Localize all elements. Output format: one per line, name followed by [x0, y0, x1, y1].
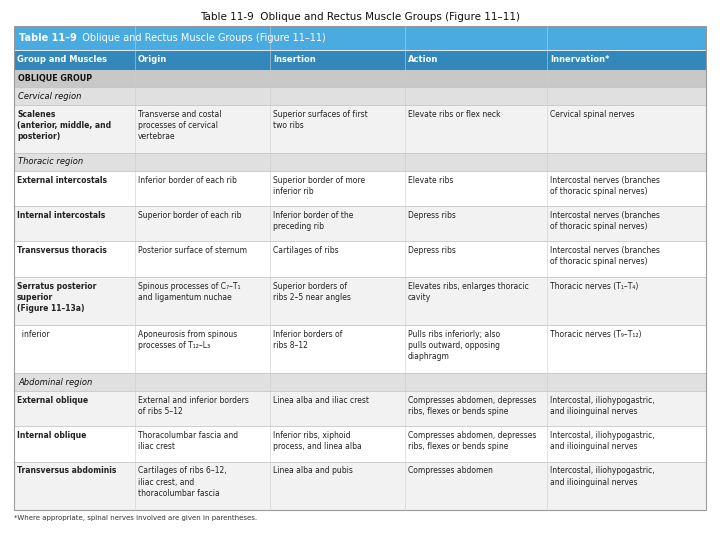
Text: Superior border of more
inferior rib: Superior border of more inferior rib: [273, 176, 365, 195]
Bar: [14, 462, 706, 510]
Text: Depress ribs: Depress ribs: [408, 246, 456, 255]
Text: Internal oblique: Internal oblique: [17, 431, 86, 440]
Text: Cervical spinal nerves: Cervical spinal nerves: [550, 110, 634, 119]
Bar: [14, 241, 706, 277]
Text: Inferior borders of
ribs 8–12: Inferior borders of ribs 8–12: [273, 330, 343, 350]
Text: Aponeurosis from spinous
processes of T₁₂–L₃: Aponeurosis from spinous processes of T₁…: [138, 330, 238, 350]
Text: inferior: inferior: [17, 330, 50, 339]
Text: Intercostal nerves (branches
of thoracic spinal nerves): Intercostal nerves (branches of thoracic…: [550, 211, 660, 231]
Text: OBLIQUE GROUP: OBLIQUE GROUP: [18, 74, 92, 83]
Text: Superior surfaces of first
two ribs: Superior surfaces of first two ribs: [273, 110, 368, 130]
Text: Intercostal nerves (branches
of thoracic spinal nerves): Intercostal nerves (branches of thoracic…: [550, 246, 660, 266]
Text: Intercostal nerves (branches
of thoracic spinal nerves): Intercostal nerves (branches of thoracic…: [550, 176, 660, 195]
Text: Cartilages of ribs 6–12,
iliac crest, and
thoracolumbar fascia: Cartilages of ribs 6–12, iliac crest, an…: [138, 467, 227, 498]
Text: Transversus thoracis: Transversus thoracis: [17, 246, 107, 255]
Bar: [14, 87, 706, 105]
Text: Intercostal, iliohypogastric,
and ilioinguinal nerves: Intercostal, iliohypogastric, and ilioin…: [550, 431, 654, 451]
Text: Linea alba and pubis: Linea alba and pubis: [273, 467, 353, 476]
Text: Compresses abdomen, depresses
ribs, flexes or bends spine: Compresses abdomen, depresses ribs, flex…: [408, 396, 536, 416]
Text: *Where appropriate, spinal nerves involved are given in parentheses.: *Where appropriate, spinal nerves involv…: [14, 515, 257, 521]
Bar: [14, 153, 706, 171]
Text: Action: Action: [408, 56, 438, 64]
Bar: [14, 206, 706, 241]
Bar: [14, 70, 706, 87]
Bar: [14, 26, 706, 50]
Text: Superior borders of
ribs 2–5 near angles: Superior borders of ribs 2–5 near angles: [273, 281, 351, 302]
Text: Transverse and costal
processes of cervical
vertebrae: Transverse and costal processes of cervi…: [138, 110, 222, 141]
Text: Depress ribs: Depress ribs: [408, 211, 456, 220]
Text: Pulls ribs inferiorly; also
pulls outward, opposing
diaphragm: Pulls ribs inferiorly; also pulls outwar…: [408, 330, 500, 361]
Text: Transversus abdominis: Transversus abdominis: [17, 467, 117, 476]
Text: Internal intercostals: Internal intercostals: [17, 211, 105, 220]
Text: Spinous processes of C₇–T₁
and ligamentum nuchae: Spinous processes of C₇–T₁ and ligamentu…: [138, 281, 240, 302]
Text: Thoracic nerves (T₉–T₁₂): Thoracic nerves (T₉–T₁₂): [550, 330, 642, 339]
Text: Scalenes
(anterior, middle, and
posterior): Scalenes (anterior, middle, and posterio…: [17, 110, 111, 141]
Text: External and inferior borders
of ribs 5–12: External and inferior borders of ribs 5–…: [138, 396, 249, 416]
Bar: [14, 26, 706, 510]
Text: Intercostal, iliohypogastric,
and ilioinguinal nerves: Intercostal, iliohypogastric, and ilioin…: [550, 467, 654, 487]
Text: Serratus posterior
superior
(Figure 11–13a): Serratus posterior superior (Figure 11–1…: [17, 281, 96, 313]
Text: External intercostals: External intercostals: [17, 176, 107, 185]
Text: Inferior ribs, xiphoid
process, and linea alba: Inferior ribs, xiphoid process, and line…: [273, 431, 361, 451]
Bar: [14, 427, 706, 462]
Text: Table 11-9  Oblique and Rectus Muscle Groups (Figure 11–11): Table 11-9 Oblique and Rectus Muscle Gro…: [200, 12, 520, 22]
Text: Elevate ribs or flex neck: Elevate ribs or flex neck: [408, 110, 500, 119]
Text: Thoracic nerves (T₁–T₄): Thoracic nerves (T₁–T₄): [550, 281, 638, 291]
Bar: [14, 50, 706, 70]
Bar: [14, 373, 706, 391]
Text: Insertion: Insertion: [273, 56, 316, 64]
Text: External oblique: External oblique: [17, 396, 88, 405]
Text: Thoracolumbar fascia and
iliac crest: Thoracolumbar fascia and iliac crest: [138, 431, 238, 451]
Text: Posterior surface of sternum: Posterior surface of sternum: [138, 246, 247, 255]
Text: Group and Muscles: Group and Muscles: [17, 56, 107, 64]
Text: Abdominal region: Abdominal region: [18, 377, 92, 387]
Text: Inferior border of the
preceding rib: Inferior border of the preceding rib: [273, 211, 354, 231]
Bar: [14, 171, 706, 206]
Text: Elevate ribs: Elevate ribs: [408, 176, 454, 185]
Bar: [14, 277, 706, 325]
Text: Cervical region: Cervical region: [18, 91, 81, 100]
Bar: [14, 105, 706, 153]
Text: Thoracic region: Thoracic region: [18, 158, 83, 166]
Text: Linea alba and iliac crest: Linea alba and iliac crest: [273, 396, 369, 405]
Text: Cartilages of ribs: Cartilages of ribs: [273, 246, 338, 255]
Bar: [14, 391, 706, 427]
Text: Inferior border of each rib: Inferior border of each rib: [138, 176, 237, 185]
Bar: [14, 325, 706, 373]
Text: Origin: Origin: [138, 56, 167, 64]
Text: Elevates ribs, enlarges thoracic
cavity: Elevates ribs, enlarges thoracic cavity: [408, 281, 528, 302]
Text: Compresses abdomen: Compresses abdomen: [408, 467, 493, 476]
Text: Table 11–9: Table 11–9: [19, 33, 77, 43]
Text: Innervation*: Innervation*: [550, 56, 609, 64]
Text: Intercostal, iliohypogastric,
and ilioinguinal nerves: Intercostal, iliohypogastric, and ilioin…: [550, 396, 654, 416]
Text: Compresses abdomen, depresses
ribs, flexes or bends spine: Compresses abdomen, depresses ribs, flex…: [408, 431, 536, 451]
Text: Superior border of each rib: Superior border of each rib: [138, 211, 242, 220]
Text: Oblique and Rectus Muscle Groups (Figure 11–11): Oblique and Rectus Muscle Groups (Figure…: [76, 33, 325, 43]
